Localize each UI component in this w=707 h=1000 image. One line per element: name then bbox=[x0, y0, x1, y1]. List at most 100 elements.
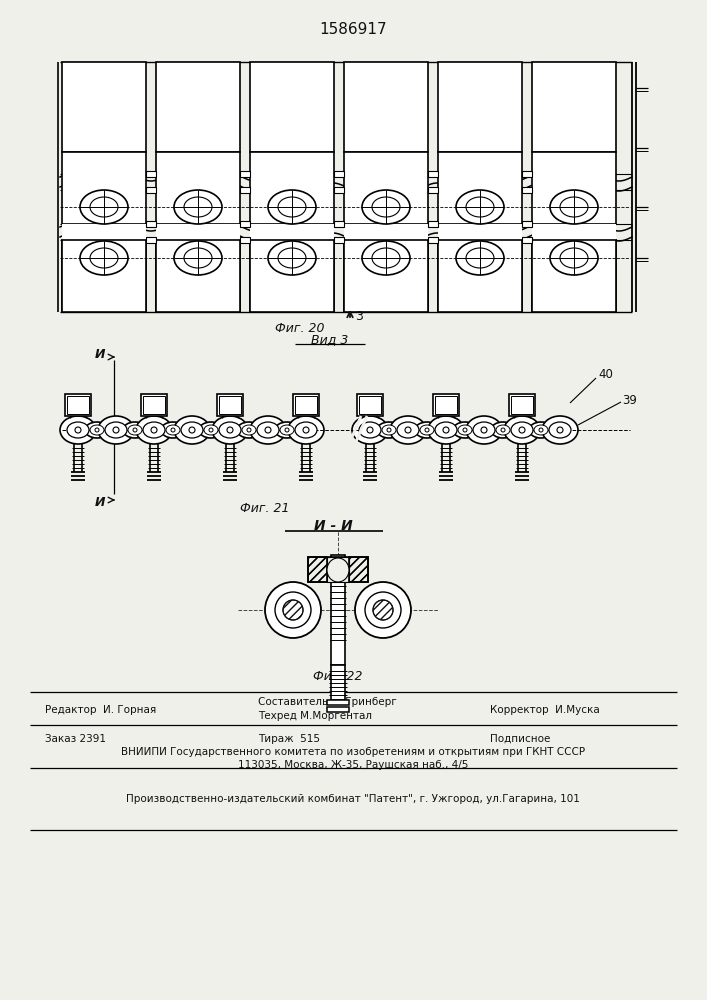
Ellipse shape bbox=[278, 248, 306, 268]
Ellipse shape bbox=[435, 422, 457, 438]
Bar bbox=[509, 394, 535, 416]
Bar bbox=[295, 396, 317, 414]
Bar bbox=[334, 171, 344, 177]
Bar bbox=[156, 152, 240, 224]
Bar bbox=[344, 240, 428, 312]
Circle shape bbox=[481, 427, 487, 433]
Bar bbox=[250, 240, 334, 312]
Ellipse shape bbox=[204, 425, 218, 435]
Bar bbox=[522, 171, 532, 177]
Text: Редактор  И. Горная: Редактор И. Горная bbox=[45, 705, 156, 715]
Circle shape bbox=[367, 427, 373, 433]
Circle shape bbox=[355, 582, 411, 638]
Ellipse shape bbox=[242, 425, 256, 435]
Bar bbox=[532, 62, 616, 152]
Bar bbox=[293, 394, 319, 416]
Bar bbox=[156, 240, 240, 312]
Text: Корректор  И.Муска: Корректор И.Муска bbox=[490, 705, 600, 715]
Circle shape bbox=[95, 428, 99, 432]
Ellipse shape bbox=[80, 241, 128, 275]
Ellipse shape bbox=[456, 190, 504, 224]
Ellipse shape bbox=[250, 416, 286, 444]
Text: Производственно-издательский комбинат "Патент", г. Ужгород, ул.Гагарина, 101: Производственно-издательский комбинат "П… bbox=[126, 794, 580, 804]
Bar bbox=[146, 237, 156, 243]
Text: Тираж  515: Тираж 515 bbox=[258, 734, 320, 744]
Bar bbox=[359, 396, 381, 414]
Circle shape bbox=[283, 600, 303, 620]
Bar bbox=[308, 557, 327, 582]
Ellipse shape bbox=[98, 416, 134, 444]
Bar bbox=[146, 221, 156, 227]
Bar bbox=[67, 396, 89, 414]
Circle shape bbox=[265, 427, 271, 433]
Bar bbox=[217, 394, 243, 416]
Ellipse shape bbox=[372, 248, 400, 268]
Bar bbox=[522, 237, 532, 243]
Bar bbox=[62, 224, 146, 240]
Ellipse shape bbox=[327, 558, 349, 582]
Ellipse shape bbox=[560, 197, 588, 217]
Circle shape bbox=[227, 427, 233, 433]
Bar bbox=[250, 224, 334, 240]
Ellipse shape bbox=[382, 425, 396, 435]
Ellipse shape bbox=[174, 241, 222, 275]
Ellipse shape bbox=[268, 241, 316, 275]
Ellipse shape bbox=[420, 425, 434, 435]
Ellipse shape bbox=[278, 197, 306, 217]
Circle shape bbox=[387, 428, 391, 432]
Text: Техред М.Моргентал: Техред М.Моргентал bbox=[258, 711, 372, 721]
Circle shape bbox=[365, 592, 401, 628]
Bar bbox=[344, 62, 428, 152]
Circle shape bbox=[275, 592, 311, 628]
Ellipse shape bbox=[199, 422, 223, 438]
Text: 40: 40 bbox=[598, 368, 613, 381]
Ellipse shape bbox=[128, 425, 142, 435]
Bar bbox=[143, 396, 165, 414]
Circle shape bbox=[463, 428, 467, 432]
Bar bbox=[156, 62, 240, 152]
Text: 3: 3 bbox=[355, 310, 363, 324]
Text: 1586917: 1586917 bbox=[319, 22, 387, 37]
Ellipse shape bbox=[466, 197, 494, 217]
Ellipse shape bbox=[550, 241, 598, 275]
Text: Фиг. 21: Фиг. 21 bbox=[240, 502, 290, 514]
Bar bbox=[250, 240, 334, 312]
Circle shape bbox=[113, 427, 119, 433]
Bar bbox=[435, 396, 457, 414]
Ellipse shape bbox=[288, 416, 324, 444]
Ellipse shape bbox=[184, 197, 212, 217]
Bar bbox=[331, 555, 345, 665]
Circle shape bbox=[405, 427, 411, 433]
Ellipse shape bbox=[268, 190, 316, 224]
Bar bbox=[438, 62, 522, 152]
Ellipse shape bbox=[362, 241, 410, 275]
Ellipse shape bbox=[143, 422, 165, 438]
Ellipse shape bbox=[105, 422, 127, 438]
Bar bbox=[334, 221, 344, 227]
Bar bbox=[344, 224, 428, 240]
Bar bbox=[349, 557, 368, 582]
Ellipse shape bbox=[534, 425, 548, 435]
Ellipse shape bbox=[377, 422, 401, 438]
Circle shape bbox=[285, 428, 289, 432]
Circle shape bbox=[519, 427, 525, 433]
Ellipse shape bbox=[90, 425, 104, 435]
Ellipse shape bbox=[60, 416, 96, 444]
Bar bbox=[532, 240, 616, 312]
Bar bbox=[62, 152, 146, 224]
Bar bbox=[334, 237, 344, 243]
Bar bbox=[308, 557, 368, 582]
Bar bbox=[334, 187, 344, 193]
Text: Подписное: Подписное bbox=[490, 734, 550, 744]
Bar bbox=[240, 187, 250, 193]
Ellipse shape bbox=[466, 416, 502, 444]
Bar bbox=[344, 152, 428, 224]
Ellipse shape bbox=[428, 416, 464, 444]
Bar bbox=[240, 237, 250, 243]
Circle shape bbox=[75, 427, 81, 433]
Ellipse shape bbox=[362, 190, 410, 224]
Bar bbox=[327, 557, 349, 582]
Text: И - И: И - И bbox=[314, 519, 352, 533]
Bar bbox=[240, 221, 250, 227]
Bar bbox=[438, 224, 522, 240]
